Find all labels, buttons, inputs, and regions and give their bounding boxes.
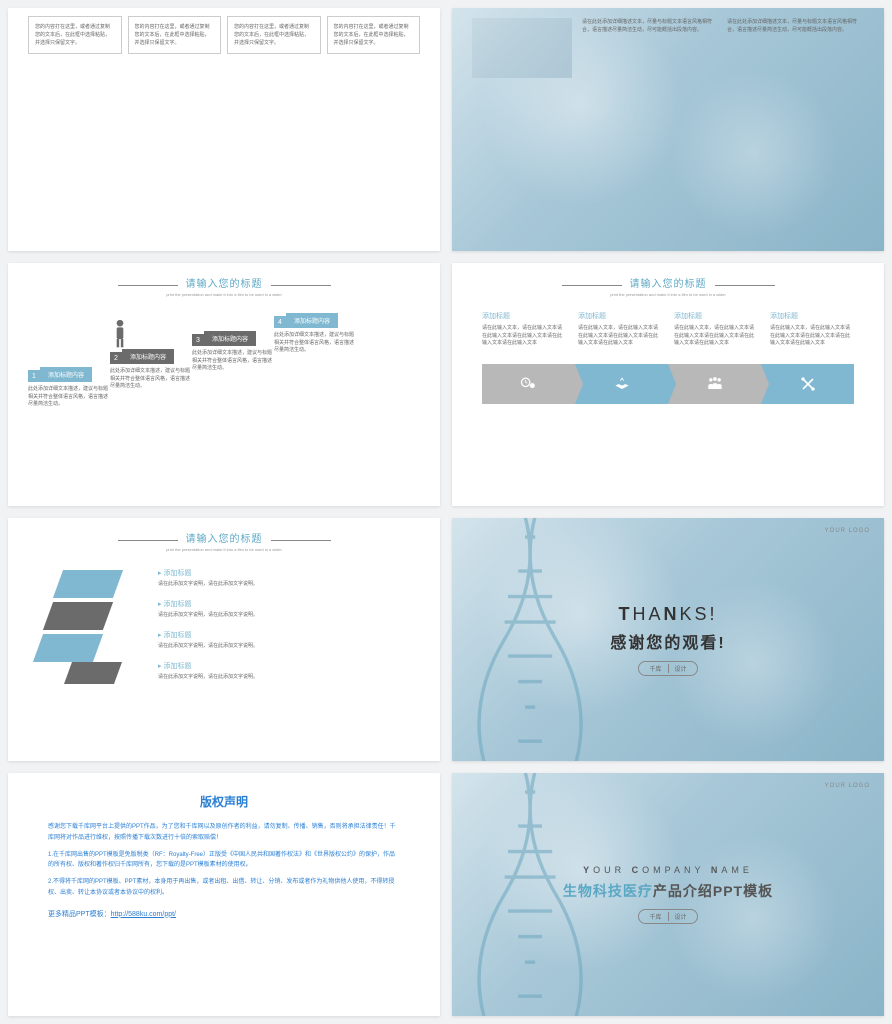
slide-diagonal: 请输入您的标题 print the presentation and make …: [8, 518, 440, 761]
slide-title: 请输入您的标题 print the presentation and make …: [452, 263, 884, 303]
icon-team: [668, 364, 761, 404]
col-text: 请在此输入文本，请在此输入文本请在此输入文本请在此输入文本请在此输入文本请在此输…: [770, 325, 854, 348]
step-text: 此处添加详细文本描述，建议与标题相关并符合整体语言风格，语言描述尽量简洁生动。: [28, 386, 108, 409]
step-label: 添加标题内容: [204, 331, 256, 346]
content-box: 您的内容打在这里，或者通过复制您的文本后，在此框中选择粘贴，并选择只保留文字。: [128, 16, 222, 54]
step-number: 1: [28, 370, 40, 382]
step-label: 添加标题内容: [122, 349, 174, 364]
company-name: YOUR COMPANY NAME: [583, 865, 753, 875]
cover-title: 生物科技医疗产品介绍PPT模板: [563, 881, 773, 901]
more-templates: 更多精品PPT模板：http://588ku.com/ppt/: [48, 909, 400, 922]
image-placeholder: [472, 18, 572, 78]
author-pill: 千库设计: [638, 661, 697, 676]
slide-thanks: YOUR LOGO TTHANKS!HANKS! 感谢您的观看! 千库设计: [452, 518, 884, 761]
item-title: 添加标题: [158, 599, 410, 609]
person-icon: [110, 319, 130, 349]
thanks-heading-en: TTHANKS!HANKS!: [618, 604, 717, 625]
item-title: 添加标题: [158, 630, 410, 640]
slide-boxes: 您的内容打在这里，或者通过复制您的文本后，在此框中选择粘贴，并选择只保留文字。 …: [8, 8, 440, 251]
slide-image-text: 请在此处添加详细描述文本，尽量与标题文本语言风格相符合，语言描述尽量简洁生动，尽…: [452, 8, 884, 251]
item-text: 请在此添加文字说明，请在此添加文字说明。: [158, 642, 410, 649]
copyright-text: 2.不得将千库网的PPT模板、PPT素材，本身用于再出售，或者出租、出借、转让、…: [48, 877, 400, 899]
col-title: 添加标题: [578, 311, 662, 321]
copyright-text: 感谢您下载千库网平台上提供的PPT作品，为了您和千库网以及原创作者的利益，请勿复…: [48, 822, 400, 844]
slide-four-columns: 请输入您的标题 print the presentation and make …: [452, 263, 884, 506]
icon-clock: [482, 364, 575, 404]
copyright-title: 版权声明: [48, 793, 400, 810]
col-text: 请在此输入文本，请在此输入文本请在此输入文本请在此输入文本请在此输入文本请在此输…: [674, 325, 758, 348]
step-text: 此处添加详细文本描述，建议与标题相关并符合整体语言风格，语言描述尽量简洁生动。: [274, 332, 354, 355]
col-text: 请在此输入文本，请在此输入文本请在此输入文本请在此输入文本请在此输入文本请在此输…: [578, 325, 662, 348]
author-pill: 千库设计: [638, 909, 697, 924]
thanks-heading-cn: 感谢您的观看!: [610, 629, 725, 653]
col-title: 添加标题: [674, 311, 758, 321]
icon-tools: [761, 364, 854, 404]
step-label: 添加标题内容: [286, 313, 338, 328]
item-title: 添加标题: [158, 661, 410, 671]
item-text: 请在此添加文字说明，请在此添加文字说明。: [158, 580, 410, 587]
parallelogram-stack: [38, 570, 138, 690]
icon-handshake: [575, 364, 668, 404]
text-column: 请在此处添加详细描述文本，尽量与标题文本语言风格相符合，语言描述尽量简洁生动，尽…: [727, 18, 864, 78]
item-text: 请在此添加文字说明，请在此添加文字说明。: [158, 673, 410, 680]
text-column: 请在此处添加详细描述文本，尽量与标题文本语言风格相符合，语言描述尽量简洁生动，尽…: [582, 18, 719, 78]
item-title: 添加标题: [158, 568, 410, 578]
step-number: 3: [192, 334, 204, 346]
item-text: 请在此添加文字说明，请在此添加文字说明。: [158, 611, 410, 618]
content-box: 您的内容打在这里，或者通过复制您的文本后，在此框中选择粘贴，并选择只保留文字。: [327, 16, 421, 54]
slide-cover: YOUR LOGO YOUR COMPANY NAME 生物科技医疗产品介绍PP…: [452, 773, 884, 1016]
content-box: 您的内容打在这里，或者通过复制您的文本后，在此框中选择粘贴，并选择只保留文字。: [227, 16, 321, 54]
template-link[interactable]: http://588ku.com/ppt/: [111, 911, 176, 918]
step-text: 此处添加详细文本描述，建议与标题相关并符合整体语言风格，语言描述尽量简洁生动。: [110, 368, 190, 391]
content-box: 您的内容打在这里，或者通过复制您的文本后，在此框中选择粘贴，并选择只保留文字。: [28, 16, 122, 54]
step-label: 添加标题内容: [40, 367, 92, 382]
step-number: 2: [110, 352, 122, 364]
slide-steps: 请输入您的标题 print the presentation and make …: [8, 263, 440, 506]
col-title: 添加标题: [770, 311, 854, 321]
col-title: 添加标题: [482, 311, 566, 321]
step-number: 4: [274, 316, 286, 328]
slide-title: 请输入您的标题 print the presentation and make …: [8, 263, 440, 303]
step-text: 此处添加详细文本描述，建议与标题相关并符合整体语言风格，语言描述尽量简洁生动。: [192, 350, 272, 373]
slide-title: 请输入您的标题 print the presentation and make …: [8, 518, 440, 558]
slide-copyright: 版权声明 感谢您下载千库网平台上提供的PPT作品，为了您和千库网以及原创作者的利…: [8, 773, 440, 1016]
col-text: 请在此输入文本，请在此输入文本请在此输入文本请在此输入文本请在此输入文本请在此输…: [482, 325, 566, 348]
